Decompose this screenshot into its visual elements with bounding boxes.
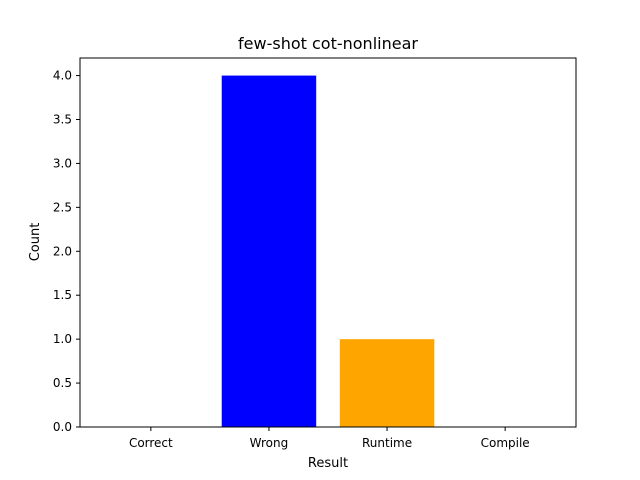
- y-tick-label: 3.0: [53, 156, 72, 170]
- x-tick-label: Correct: [129, 436, 173, 450]
- x-axis-label: Result: [308, 456, 348, 471]
- bar-wrong: [221, 75, 317, 428]
- y-tick-label: 1.5: [53, 288, 72, 302]
- y-tick-label: 0.0: [53, 420, 72, 434]
- bar-runtime: [339, 339, 435, 427]
- y-tick-label: 4.0: [53, 69, 72, 83]
- y-tick-label: 2.5: [53, 200, 72, 214]
- y-tick-label: 3.5: [53, 113, 72, 127]
- x-tick-label: Wrong: [250, 436, 289, 450]
- y-axis-label: Count: [28, 223, 43, 262]
- y-tick-label: 2.0: [53, 244, 72, 258]
- x-tick-label: Compile: [481, 436, 530, 450]
- y-tick-label: 0.5: [53, 376, 72, 390]
- x-tick-label: Runtime: [362, 436, 412, 450]
- chart-title: few-shot cot-nonlinear: [238, 34, 418, 53]
- y-tick-label: 1.0: [53, 332, 72, 346]
- plot-area-frame: [79, 57, 577, 428]
